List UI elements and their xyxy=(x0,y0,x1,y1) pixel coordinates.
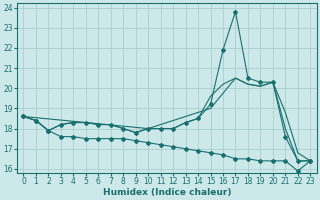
X-axis label: Humidex (Indice chaleur): Humidex (Indice chaleur) xyxy=(103,188,231,197)
